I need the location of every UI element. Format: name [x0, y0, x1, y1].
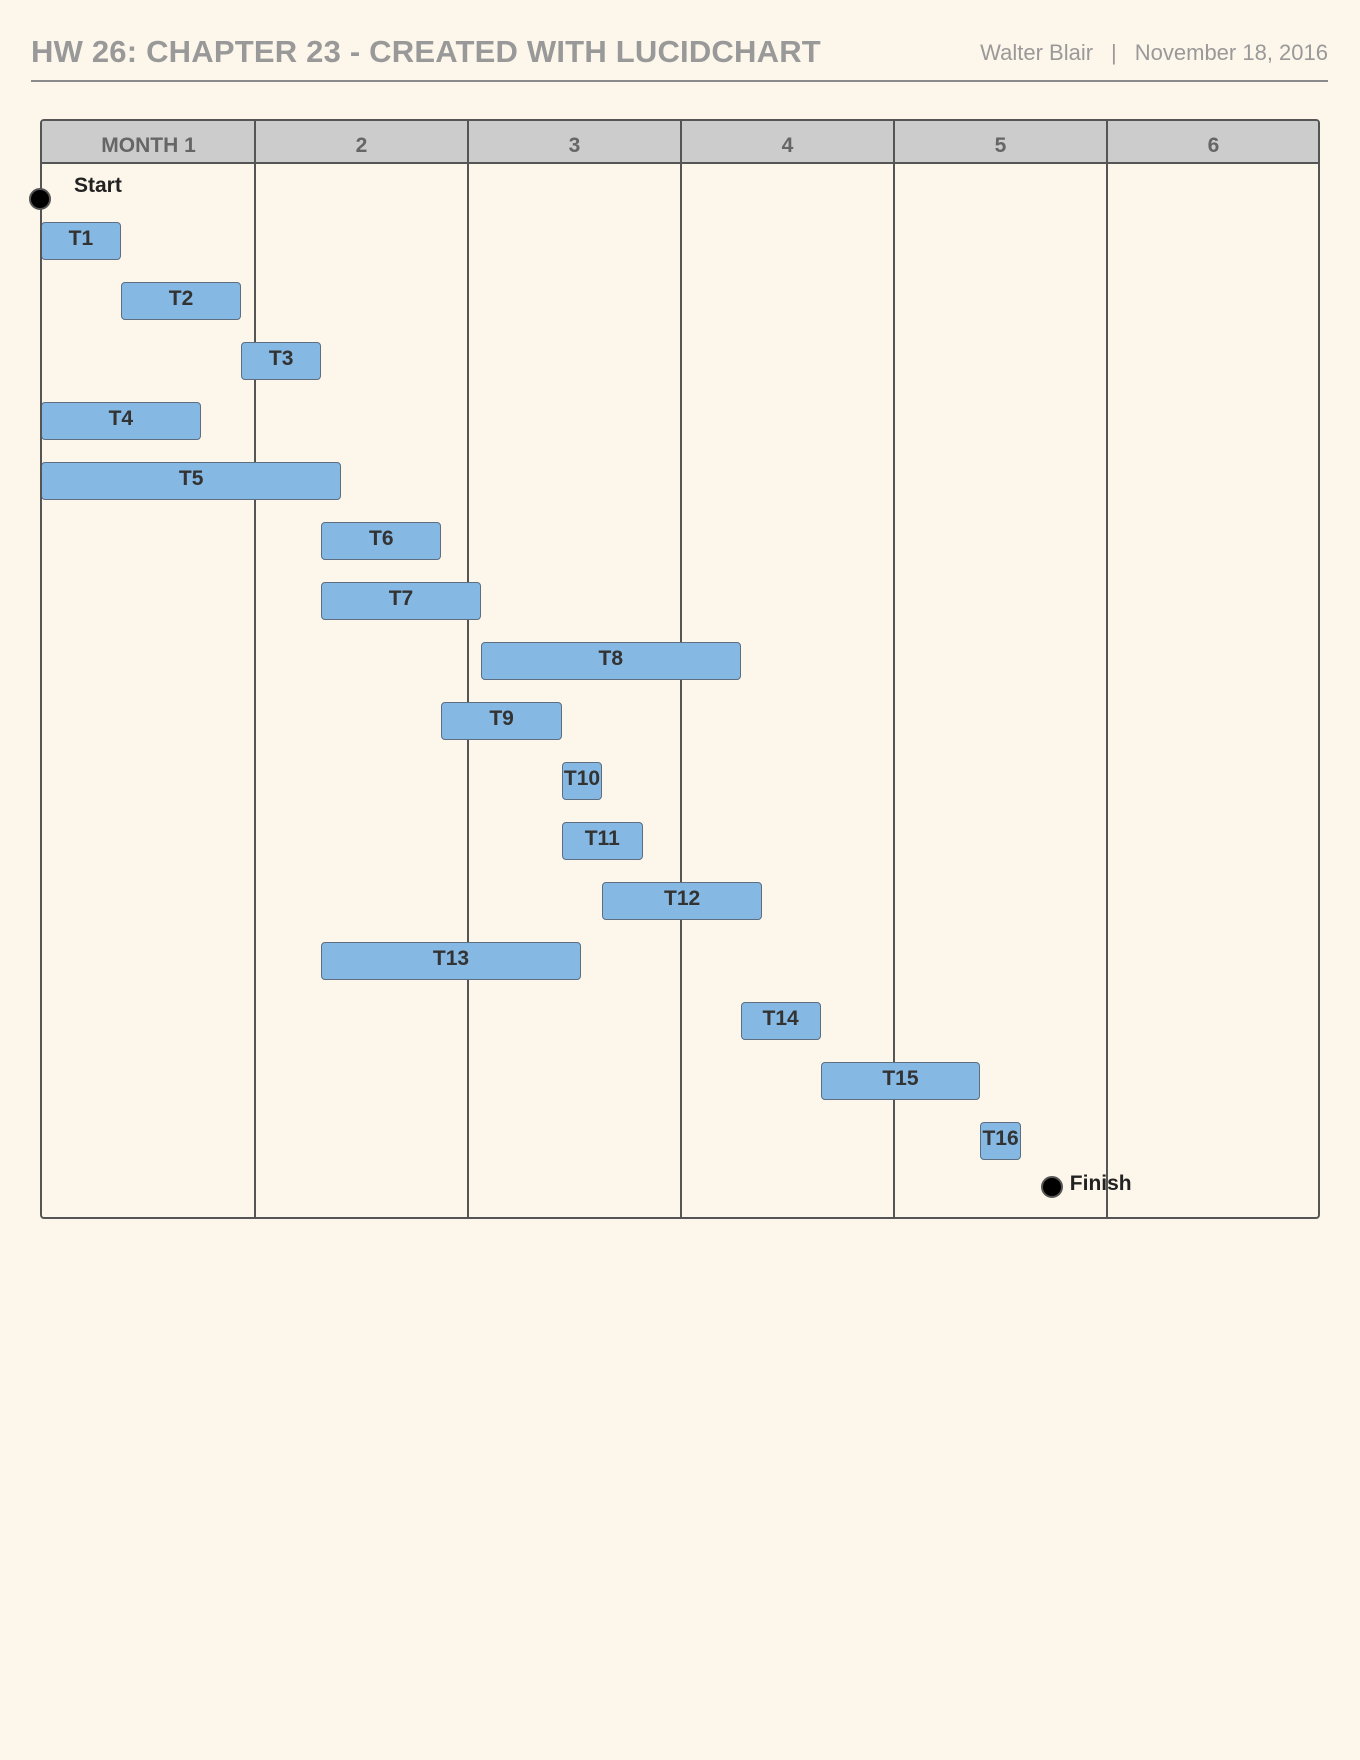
task-bar[interactable]: T13 — [321, 942, 581, 980]
task-bar[interactable]: T3 — [241, 342, 322, 380]
finish-milestone-label: Finish — [1069, 1172, 1132, 1195]
month-divider — [467, 121, 469, 1217]
task-bar[interactable]: T11 — [561, 822, 643, 860]
task-bar[interactable]: T8 — [480, 642, 741, 680]
task-bar[interactable]: T4 — [42, 402, 201, 440]
task-bar[interactable]: T15 — [820, 1062, 981, 1100]
finish-milestone-icon — [1040, 1176, 1063, 1198]
month-column-header: 3 — [568, 134, 581, 157]
task-bar[interactable]: T5 — [42, 462, 342, 500]
month-column-header: 2 — [355, 134, 368, 157]
page-title: HW 26: CHAPTER 23 - CREATED WITH LUCIDCH… — [31, 34, 821, 69]
month-column-header: 6 — [1207, 134, 1220, 157]
month-column-header: 4 — [781, 134, 794, 157]
task-bar[interactable]: T1 — [42, 222, 121, 260]
header-separator: | — [1111, 40, 1117, 65]
month-column-header: 5 — [994, 134, 1007, 157]
task-bar[interactable]: T16 — [980, 1122, 1021, 1160]
task-bar[interactable]: T9 — [441, 702, 562, 740]
task-bar[interactable]: T6 — [321, 522, 442, 560]
task-bar[interactable]: T14 — [740, 1002, 821, 1040]
task-bar[interactable]: T7 — [321, 582, 481, 620]
author-name: Walter Blair — [980, 40, 1094, 65]
task-bar[interactable]: T10 — [561, 762, 603, 800]
document-date: November 18, 2016 — [1134, 40, 1328, 65]
header-meta: Walter Blair | November 18, 2016 — [980, 40, 1328, 66]
task-bar[interactable]: T2 — [120, 282, 242, 320]
gantt-chart: MONTH 1 2 3 4 5 6 T1 T2 T3 T4 T5 T6 T7 T8 T9 T10 T11 T12… — [40, 119, 1320, 1219]
task-bar[interactable]: T12 — [602, 882, 762, 920]
start-milestone-label: Start — [74, 174, 122, 197]
start-milestone-icon — [29, 188, 51, 210]
month-divider — [893, 121, 895, 1217]
page-header: HW 26: CHAPTER 23 - CREATED WITH LUCIDCH… — [31, 28, 1328, 82]
month-divider — [1106, 121, 1108, 1217]
month-column-header: MONTH 1 — [101, 134, 196, 157]
month-divider — [254, 121, 256, 1217]
